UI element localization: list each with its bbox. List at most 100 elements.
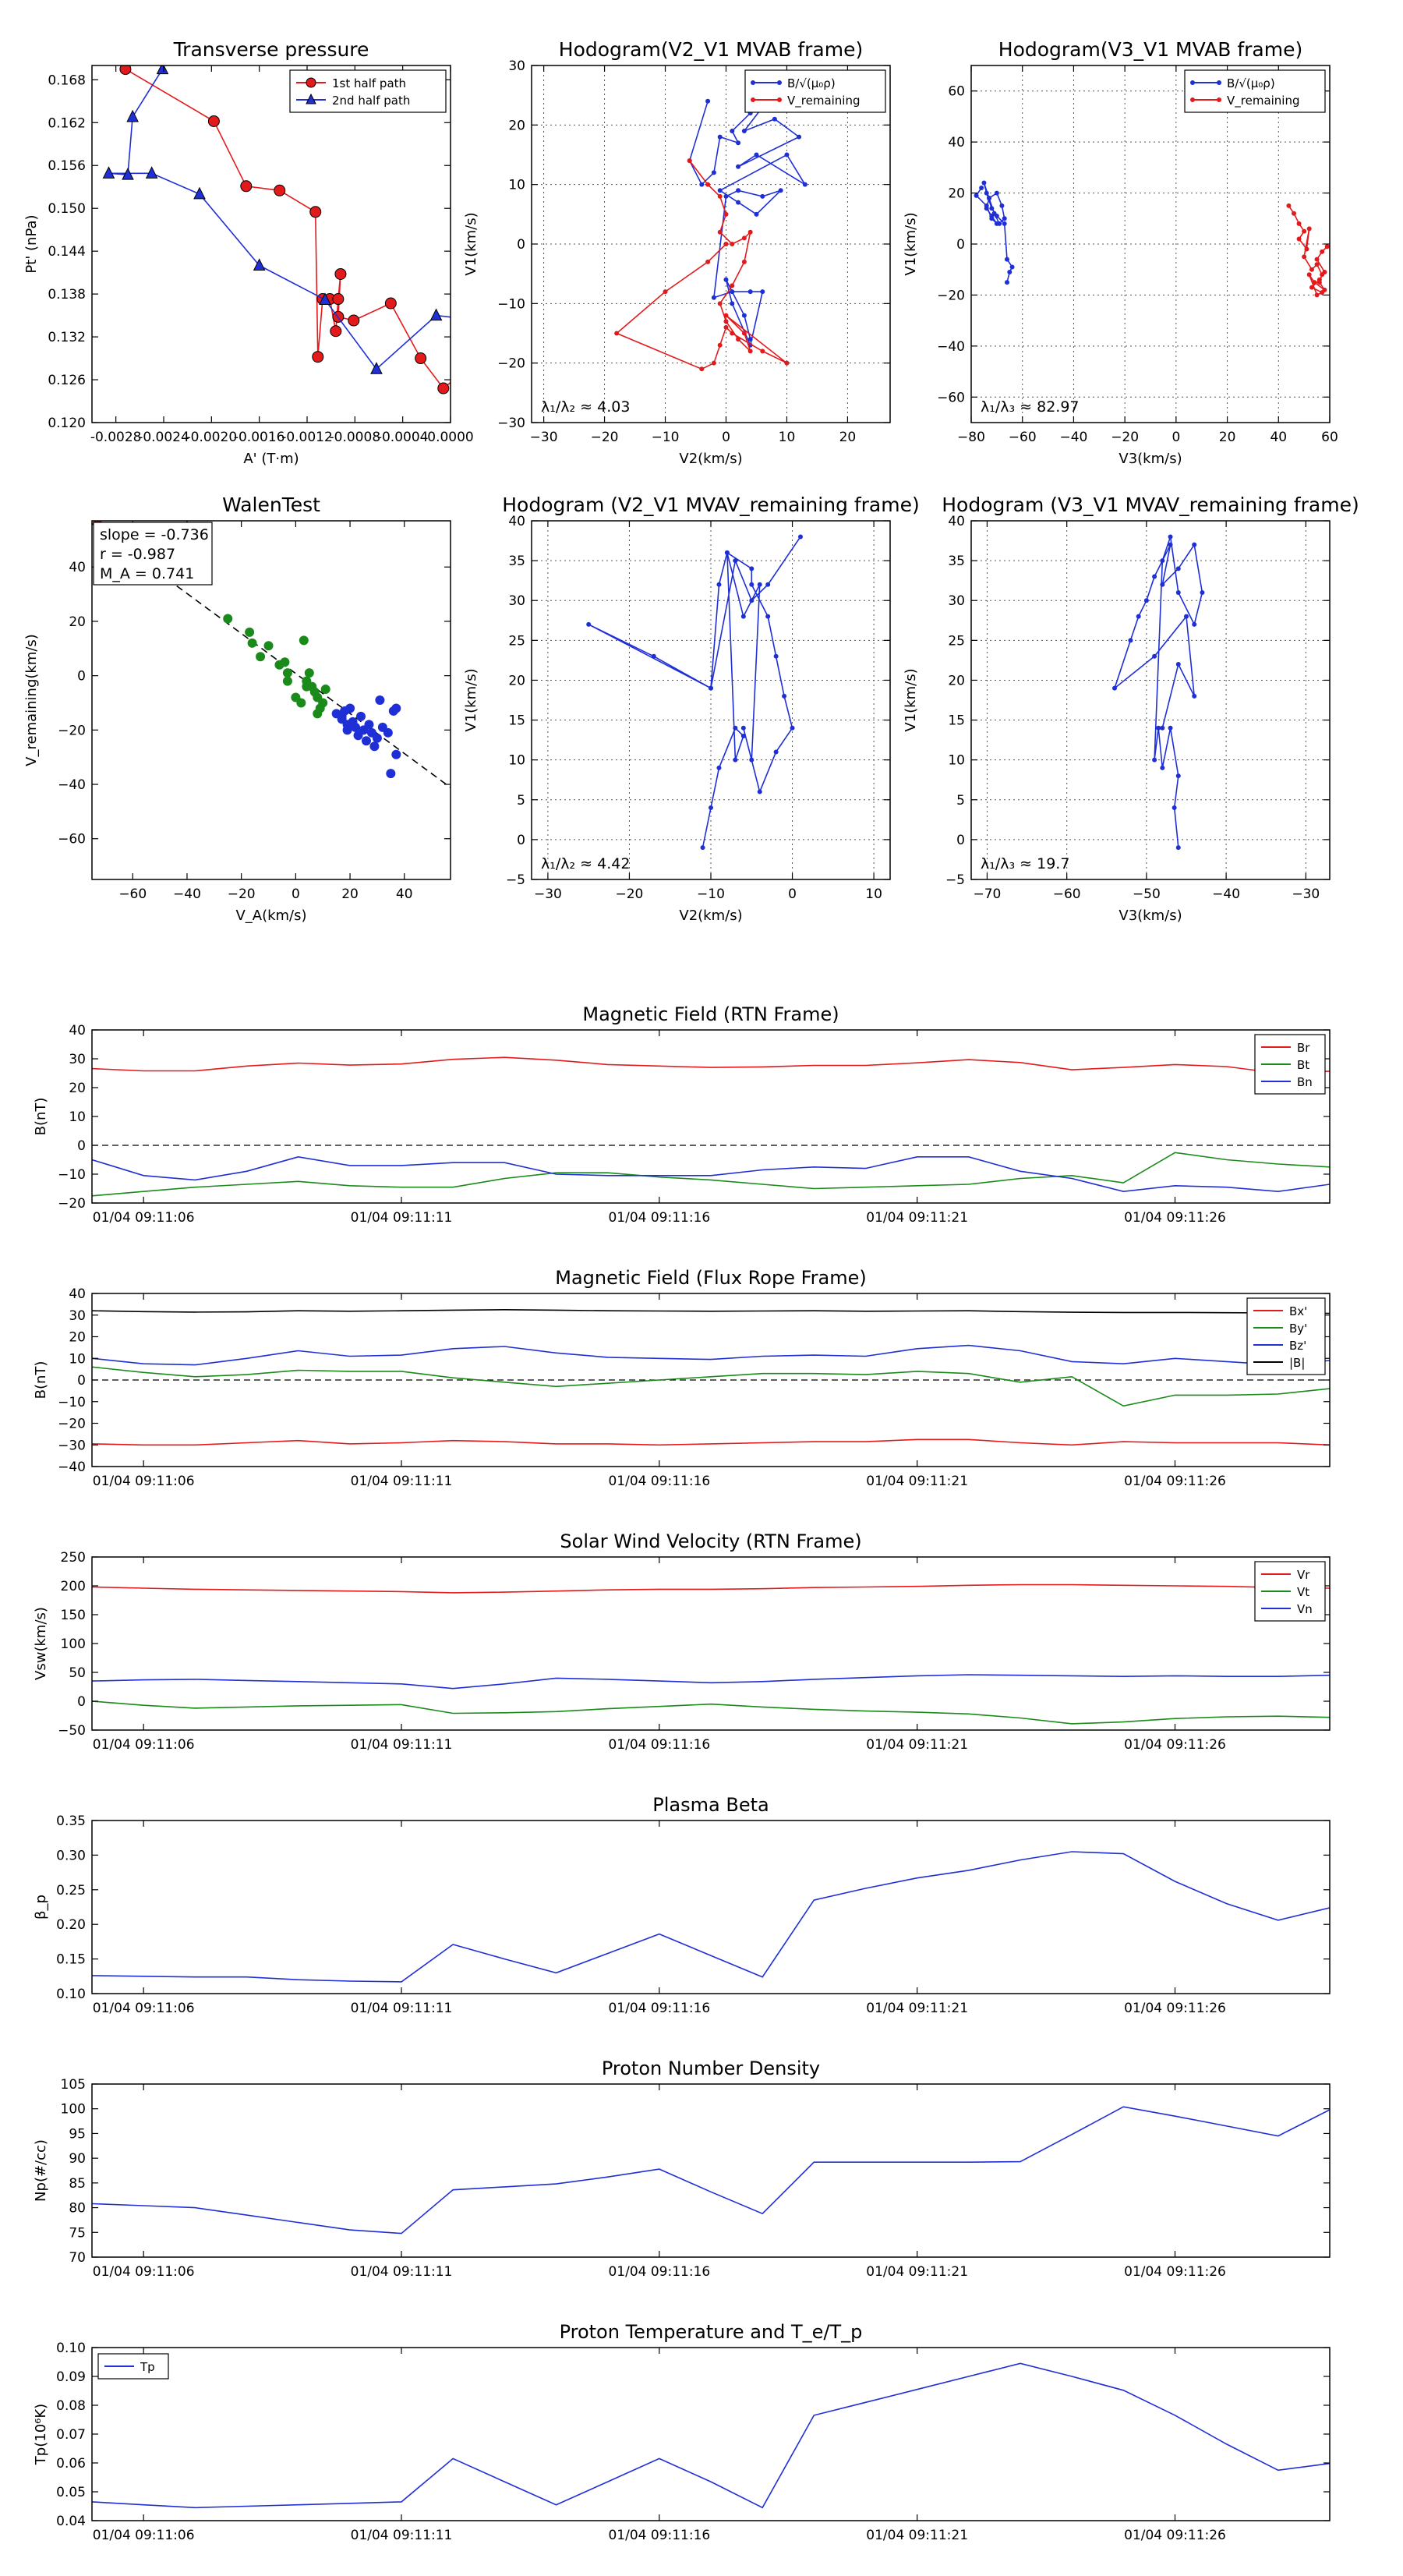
y-tick-label: 0.126	[48, 373, 86, 388]
x-tick-label: 01/04 09:11:06	[93, 2001, 195, 2016]
y-axis-label: B(nT)	[33, 1098, 49, 1136]
chart-title: WalenTest	[222, 494, 320, 516]
x-axis-label: V_A(km/s)	[235, 908, 306, 924]
data-point	[1314, 257, 1320, 262]
series-blue	[331, 695, 401, 779]
y-tick-label: −5	[506, 872, 525, 888]
y-tick-label: 0.138	[48, 287, 86, 303]
data-point	[1002, 221, 1007, 226]
data-point	[723, 211, 729, 217]
data-point	[723, 193, 729, 199]
data-point	[1152, 757, 1157, 763]
series-line	[92, 1438, 1330, 1446]
y-axis-label: Np(#/cc)	[33, 2139, 49, 2202]
data-point	[437, 382, 450, 395]
x-tick-label: 01/04 09:11:26	[1124, 2264, 1226, 2280]
y-tick-label: 35	[508, 554, 525, 569]
y-tick-label: 0.132	[48, 330, 86, 345]
data-point	[760, 289, 765, 295]
data-point	[391, 703, 401, 713]
chart-hodogram-v3v1-mvav: −70 −60 −50 −40 −30−50510152025303540Hodogra…	[903, 494, 1359, 924]
legend-label: B/√(μ₀ρ)	[1227, 76, 1275, 90]
series-line	[92, 2106, 1330, 2235]
data-point	[717, 229, 723, 235]
y-tick-label: 40	[69, 1023, 86, 1039]
y-tick-label: 30	[508, 58, 525, 74]
y-tick-label: 5	[956, 793, 965, 809]
data-point	[994, 190, 999, 196]
data-point	[299, 635, 309, 646]
legend-label: Tp	[140, 2360, 155, 2374]
data-point	[736, 188, 741, 193]
series-line	[92, 1056, 1330, 1074]
legend: Bx' By' Bz' |B|	[1246, 1297, 1326, 1375]
y-axis-label: V1(km/s)	[463, 668, 479, 731]
data-point	[1306, 226, 1312, 232]
chart-transverse-pressure: -0.0028-0.0024-0.0020-0.0016-0.0012-0.00…	[23, 38, 474, 467]
x-tick-label: 0	[292, 886, 300, 902]
data-point	[312, 351, 324, 363]
x-tick-label: −20	[591, 430, 619, 445]
data-point	[974, 193, 979, 198]
data-point	[280, 657, 290, 667]
y-tick-label: 40	[69, 560, 86, 575]
legend-marker	[1190, 97, 1195, 102]
series-hodogram	[586, 534, 803, 851]
data-point	[614, 331, 620, 336]
y-tick-label: 10	[69, 1351, 86, 1367]
y-tick-label: 85	[69, 2176, 86, 2192]
x-tick-label: 01/04 09:11:06	[93, 1210, 195, 1226]
x-tick-label: 01/04 09:11:21	[866, 1737, 968, 1753]
data-point	[723, 313, 729, 318]
legend-marker	[1217, 97, 1221, 102]
data-point	[741, 259, 747, 264]
legend-box	[289, 69, 447, 113]
series-b-	[974, 180, 1015, 285]
x-tick-label: 40	[1270, 430, 1287, 445]
data-point	[145, 166, 158, 179]
y-tick-label: 10	[508, 178, 525, 193]
data-point	[415, 352, 427, 365]
data-point	[747, 337, 753, 342]
data-point	[740, 725, 746, 731]
data-point	[1309, 267, 1314, 272]
series-line	[92, 1366, 1330, 1407]
data-point	[736, 200, 741, 205]
series-line	[92, 1152, 1330, 1197]
y-tick-label: 0	[956, 237, 965, 253]
data-point	[740, 614, 746, 619]
data-point	[1172, 805, 1177, 810]
data-point	[741, 331, 747, 336]
series-line	[108, 69, 451, 370]
data-point	[765, 582, 771, 587]
y-tick-label: 20	[948, 673, 965, 688]
series--b-	[92, 1309, 1330, 1315]
legend-label: Bz'	[1289, 1339, 1306, 1353]
y-tick-label: −30	[497, 416, 525, 431]
x-tick-label: -0.0020	[186, 430, 238, 445]
plot-frame	[970, 520, 1331, 880]
y-axis-label: V1(km/s)	[463, 212, 479, 275]
data-point	[749, 757, 755, 763]
chart-title: Magnetic Field (RTN Frame)	[582, 1003, 839, 1025]
x-tick-label: −20	[1111, 430, 1139, 445]
series-hodogram	[1112, 534, 1205, 851]
y-tick-label: 20	[508, 673, 525, 688]
data-point	[1316, 277, 1322, 282]
data-point	[223, 614, 233, 624]
data-point	[383, 727, 393, 738]
x-tick-label: −40	[1212, 886, 1240, 902]
data-point	[663, 289, 668, 295]
data-point	[716, 582, 722, 587]
data-point	[997, 221, 1002, 226]
data-point	[122, 168, 134, 180]
data-point	[709, 685, 713, 691]
x-tick-label: −40	[1059, 430, 1087, 445]
y-tick-label: 30	[69, 1052, 86, 1067]
chart-title: Hodogram(V2_V1 MVAB frame)	[559, 38, 863, 61]
chart-mag-field-rtn: 01/04 09:11:06 01/04 09:11:11 01/04 09:11:…	[33, 1003, 1331, 1226]
x-tick-label: −40	[173, 886, 201, 902]
x-tick-label: −20	[228, 886, 256, 902]
data-point	[193, 186, 206, 200]
